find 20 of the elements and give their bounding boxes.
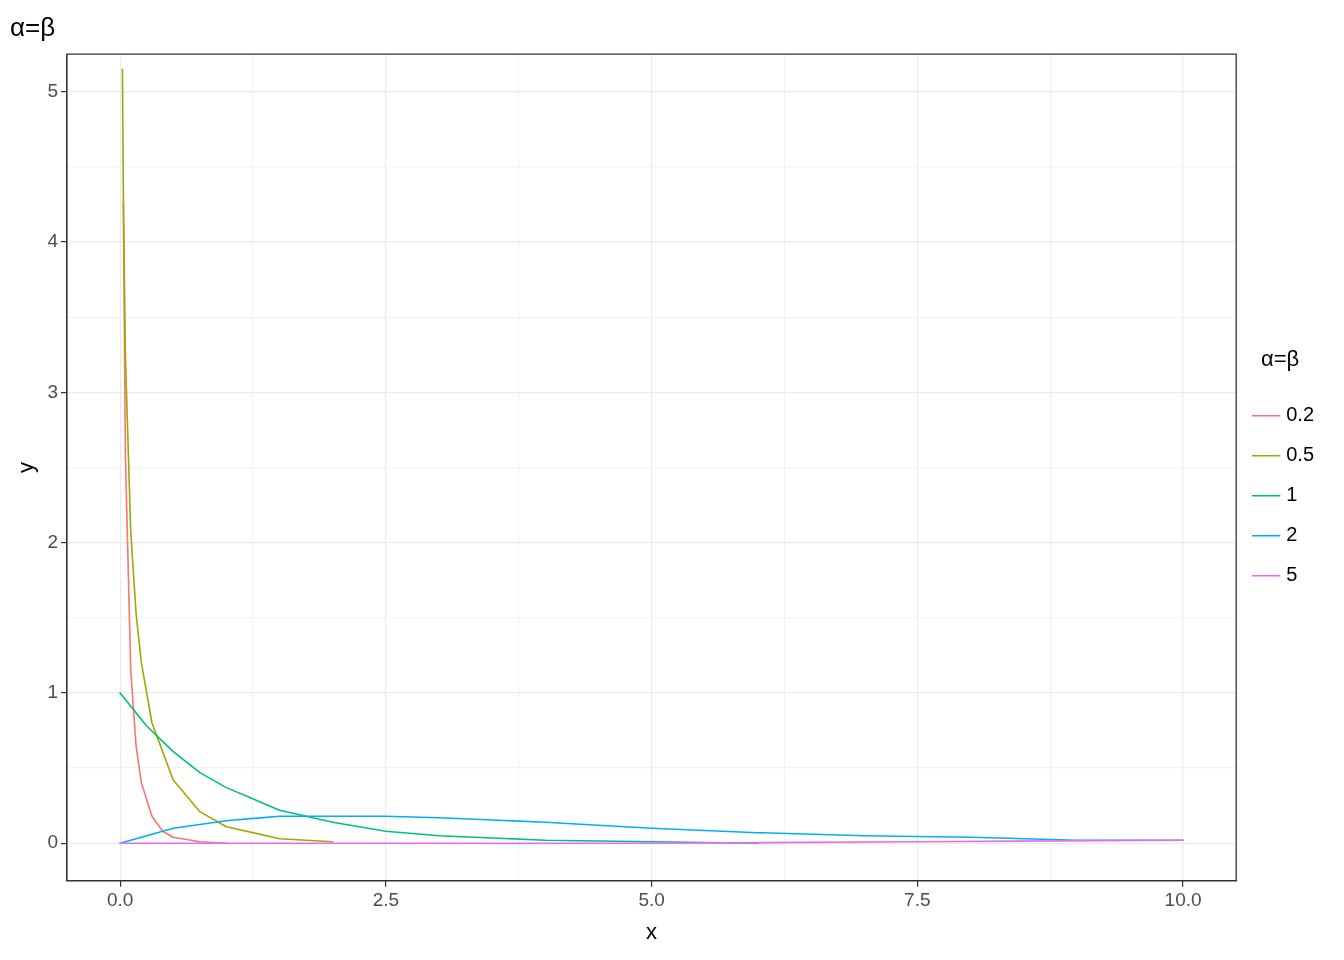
legend-label: 2	[1286, 523, 1298, 546]
legend-label: 0.5	[1286, 443, 1315, 466]
y-tick-label: 0	[47, 831, 58, 853]
x-tick-label: 10.0	[1164, 889, 1202, 911]
x-tick-label: 0.0	[106, 889, 134, 911]
chart-title: α=β	[10, 11, 56, 42]
y-tick-label: 3	[47, 380, 58, 402]
x-axis-title: x	[646, 918, 658, 944]
y-tick-label: 1	[47, 681, 58, 703]
x-tick-label: 7.5	[904, 889, 931, 911]
x-tick-label: 5.0	[638, 889, 665, 911]
y-axis-title: y	[13, 462, 39, 473]
legend-label: 5	[1286, 563, 1298, 586]
y-tick-label: 5	[47, 80, 58, 102]
legend-label: 0.2	[1286, 403, 1315, 426]
legend-label: 1	[1286, 483, 1298, 506]
legend-title: α=β	[1260, 346, 1300, 372]
x-tick-label: 2.5	[372, 889, 400, 911]
y-tick-label: 4	[47, 230, 59, 252]
y-tick-label: 2	[47, 530, 58, 552]
